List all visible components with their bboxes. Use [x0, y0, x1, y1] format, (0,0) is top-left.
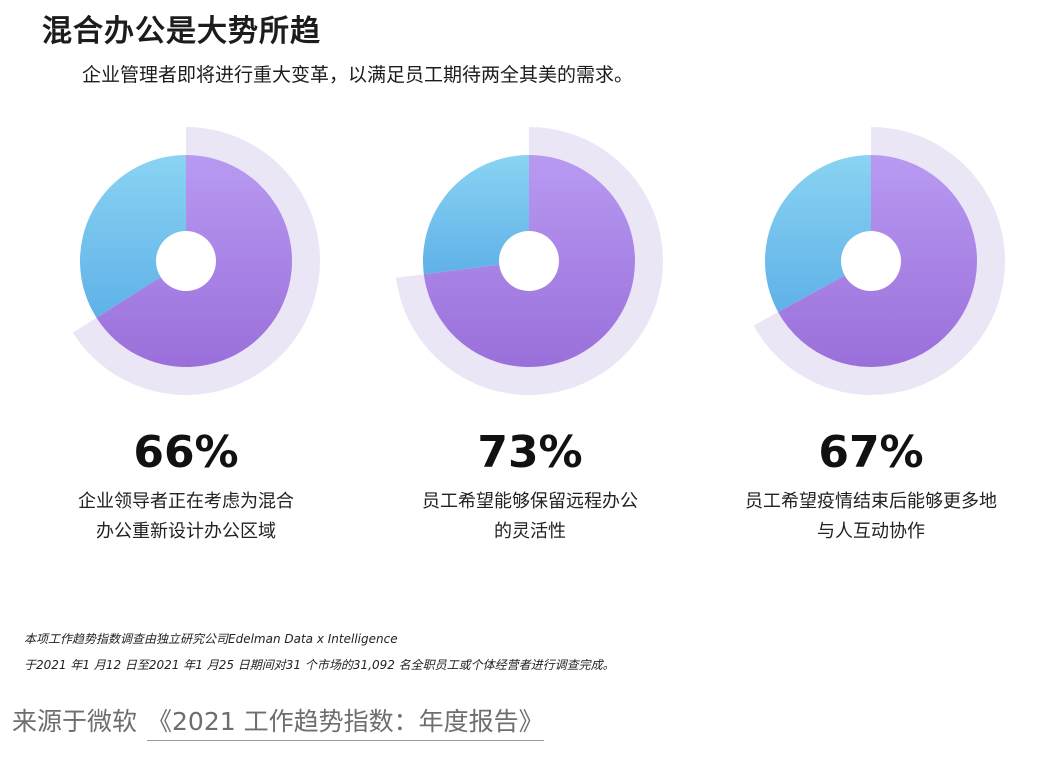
- stat-value-leaders: 66%: [133, 427, 239, 478]
- stat-label-line: 与人互动协作: [817, 521, 925, 542]
- donut-chart-leaders: [72, 127, 321, 396]
- donut-remaining-segment: [765, 155, 871, 313]
- stat-label-line: 办公重新设计办公区域: [96, 521, 276, 542]
- donut-value-segment: [423, 155, 635, 367]
- footnote-line-1: 本项工作趋势指数调查由独立研究公司Edelman Data x Intellig…: [24, 632, 398, 646]
- source-credit: 来源于微软 《2021 工作趋势指数：年度报告》: [12, 702, 544, 741]
- donut-remaining-segment: [80, 155, 186, 318]
- donut-chart-remote-flexibility: [396, 127, 663, 395]
- source-report-link[interactable]: 《2021 工作趋势指数：年度报告》: [147, 707, 544, 741]
- donut-value-segment: [96, 155, 293, 368]
- page-subtitle: 企业管理者即将进行重大变革，以满足员工期待两全其美的需求。: [82, 64, 634, 86]
- donut-value-segment: [778, 155, 977, 367]
- stat-value-collaboration: 67%: [818, 427, 924, 478]
- stat-label-collaboration: 员工希望疫情结束后能够更多地 与人互动协作: [721, 487, 1021, 547]
- page-title: 混合办公是大势所趋: [42, 14, 321, 49]
- stat-value-remote: 73%: [477, 427, 583, 478]
- donut-chart-collaboration: [753, 127, 1005, 395]
- stat-label-line: 员工希望能够保留远程办公: [422, 491, 638, 512]
- stat-label-leaders: 企业领导者正在考虑为混合 办公重新设计办公区域: [36, 487, 336, 547]
- source-prefix: 来源于微软: [12, 707, 138, 736]
- donut-remaining-segment: [423, 155, 529, 275]
- stat-label-remote: 员工希望能够保留远程办公 的灵活性: [380, 487, 680, 547]
- stat-label-line: 的灵活性: [494, 521, 566, 542]
- footnote-line-2: 于2021 年1 月12 日至2021 年1 月25 日期间对31 个市场的31…: [24, 658, 615, 672]
- stat-label-line: 员工希望疫情结束后能够更多地: [745, 491, 997, 512]
- donut-charts: [72, 127, 1005, 396]
- stat-label-line: 企业领导者正在考虑为混合: [78, 491, 294, 512]
